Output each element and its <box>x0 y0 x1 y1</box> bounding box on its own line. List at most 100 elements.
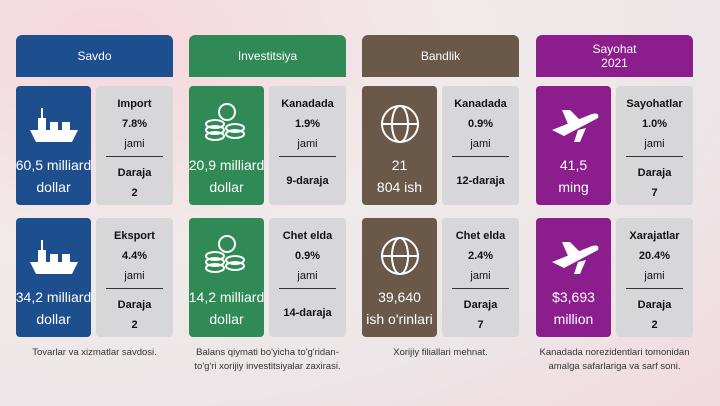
stat-label: Import <box>117 98 152 110</box>
stat-label: Eksport <box>114 230 155 242</box>
value-panel: 41,5 ming <box>536 86 611 205</box>
rank-text: 9-daraja <box>286 175 329 187</box>
stat-percent: 0.9% <box>294 250 321 262</box>
stat-percent: 0.9% <box>467 118 494 130</box>
column-header: Savdo <box>16 35 173 77</box>
value-block: 14,2 milliard dollar <box>189 286 264 330</box>
rank-block: Daraja 2 <box>96 295 173 335</box>
icon <box>381 105 419 143</box>
rank-text: Daraja <box>463 299 498 311</box>
stat-panel: Kanadada 0.9% jami 12-daraja <box>442 86 519 205</box>
icon <box>381 237 419 275</box>
value-panel: $3,693 million <box>536 218 611 337</box>
stat-percent: 4.4% <box>121 250 148 262</box>
stat-label: Chet elda <box>455 230 506 242</box>
stat-label: Sayohatlar <box>626 98 683 110</box>
rank-block: 9-daraja <box>269 171 346 191</box>
stat-unit: jami <box>124 270 145 282</box>
value-block: 41,5 ming <box>536 154 611 198</box>
divider <box>626 288 683 289</box>
stat-label: Xarajatlar <box>629 230 680 242</box>
value-panel: 14,2 milliard dollar <box>189 218 264 337</box>
value-text: $3,693 <box>552 289 595 305</box>
value-text: 804 ish <box>376 179 423 195</box>
header-text: Investitsiya <box>237 49 298 63</box>
value-text: 14,2 milliard <box>188 289 265 305</box>
value-text: 41,5 <box>559 157 588 173</box>
divider <box>106 156 163 157</box>
header-text: Savdo <box>77 49 112 63</box>
footnote-line: Kanadada norezidentlari tomonidan <box>539 347 690 358</box>
value-panel: 60,5 milliard dollar <box>16 86 91 205</box>
icon <box>30 240 78 274</box>
column-header: Sayohat 2021 <box>536 35 693 77</box>
footnote: Kanadada norezidentlari tomonidan amalga … <box>526 346 703 374</box>
stat-unit: jami <box>124 138 145 150</box>
stat-unit: jami <box>297 270 318 282</box>
rank-block: Daraja 2 <box>616 295 693 335</box>
stat-unit: jami <box>644 270 665 282</box>
icon <box>552 242 599 274</box>
stat-panel: Xarajatlar 20.4% jami Daraja 2 <box>616 218 693 337</box>
value-text: dollar <box>209 179 244 195</box>
rank-block: Daraja 7 <box>616 163 693 203</box>
rank-text: Daraja <box>637 299 672 311</box>
stat-percent: 7.8% <box>121 118 148 130</box>
stat-panel: Import 7.8% jami Daraja 2 <box>96 86 173 205</box>
stat-unit: jami <box>297 138 318 150</box>
value-text: dollar <box>36 311 71 327</box>
divider <box>626 156 683 157</box>
value-panel: 34,2 milliard dollar <box>16 218 91 337</box>
footnote: Tovarlar va xizmatlar savdosi. <box>6 346 183 360</box>
value-block: 34,2 milliard dollar <box>16 286 91 330</box>
stat-unit: jami <box>644 138 665 150</box>
rank-text: Daraja <box>117 299 152 311</box>
footnote: Xorijiy filiallari mehnat. <box>352 346 529 360</box>
stat-label: Kanadada <box>454 98 507 110</box>
column-header: Investitsiya <box>189 35 346 77</box>
value-panel: 20,9 milliard dollar <box>189 86 264 205</box>
rank-text: 2 <box>131 319 138 331</box>
header-text: Bandlik <box>420 49 461 63</box>
stat-panel: Chet elda 0.9% jami 14-daraja <box>269 218 346 337</box>
rank-text: Daraja <box>637 167 672 179</box>
stat-percent: 20.4% <box>638 250 671 262</box>
divider <box>106 288 163 289</box>
divider <box>452 156 509 157</box>
footnote-line: Balans qiymati bo'yicha to'g'ridan- <box>196 347 339 358</box>
value-text: million <box>553 311 594 327</box>
value-text: 34,2 milliard <box>15 289 92 305</box>
rank-text: Daraja <box>117 167 152 179</box>
divider <box>452 288 509 289</box>
value-text: ish o'rinlari <box>366 311 433 327</box>
footnote-line: amalga safarlariga va sarf soni. <box>548 361 681 372</box>
value-text: 20,9 milliard <box>188 157 265 173</box>
rank-text: 7 <box>477 319 484 331</box>
rank-block: Daraja 7 <box>442 295 519 335</box>
value-text: 60,5 milliard <box>15 157 92 173</box>
footnote-line: Tovarlar va xizmatlar savdosi. <box>32 347 157 358</box>
stat-unit: jami <box>470 138 491 150</box>
rank-block: 12-daraja <box>442 171 519 191</box>
stat-label: Kanadada <box>281 98 334 110</box>
stat-panel: Sayohatlar 1.0% jami Daraja 7 <box>616 86 693 205</box>
icon <box>30 108 78 142</box>
rank-text: 14-daraja <box>283 307 332 319</box>
value-panel: 21 804 ish <box>362 86 437 205</box>
icon <box>205 235 245 273</box>
stat-panel: Eksport 4.4% jami Daraja 2 <box>96 218 173 337</box>
divider <box>279 156 336 157</box>
rank-text: 12-daraja <box>456 175 505 187</box>
value-text: ming <box>558 179 589 195</box>
footnote: Balans qiymati bo'yicha to'g'ridan-to'g'… <box>179 346 356 374</box>
divider <box>279 288 336 289</box>
value-block: 39,640 ish o'rinlari <box>362 286 437 330</box>
rank-text: 2 <box>651 319 658 331</box>
value-text: 39,640 <box>378 289 421 305</box>
rank-block: 14-daraja <box>269 303 346 323</box>
header-text: 2021 <box>601 56 628 70</box>
header-text: Sayohat <box>592 42 637 56</box>
value-text: dollar <box>209 311 244 327</box>
rank-block: Daraja 2 <box>96 163 173 203</box>
